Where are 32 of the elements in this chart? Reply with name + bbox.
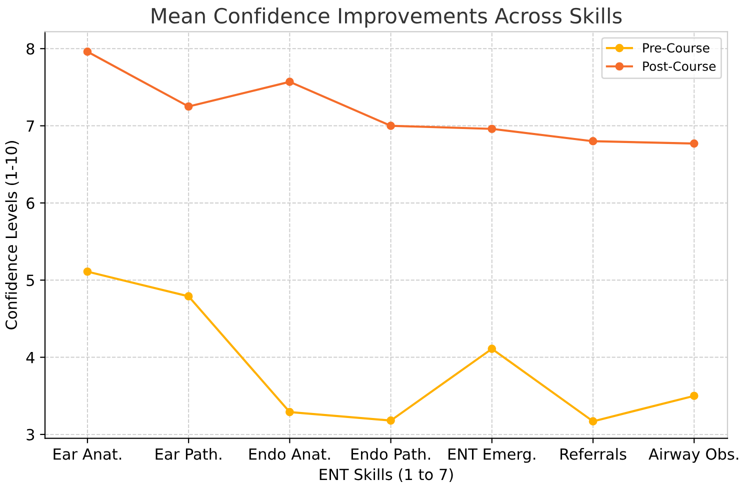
point xyxy=(588,137,598,146)
y-tick-label: 4 xyxy=(26,352,34,364)
point xyxy=(588,417,598,426)
x-tick-label: Ear Anat. xyxy=(54,448,122,460)
x-tick-label: Ear Path. xyxy=(156,448,222,460)
y-axis-title: Confidence Levels (1-10) xyxy=(5,141,19,330)
legend-label: Post-Course xyxy=(643,61,716,71)
x-tick-label: Referrals xyxy=(560,448,626,460)
y-tick-label: 7 xyxy=(26,120,34,132)
point xyxy=(83,48,92,56)
y-tick-label: 5 xyxy=(26,274,34,286)
point xyxy=(184,102,193,111)
chart-title: Mean Confidence Improvements Across Skills xyxy=(152,7,622,28)
point xyxy=(286,408,294,416)
point xyxy=(488,124,496,134)
point xyxy=(83,267,92,276)
y-tick-label: 3 xyxy=(26,428,34,440)
y-tick-label: 6 xyxy=(26,197,34,209)
legend-label: Pre-Course xyxy=(643,43,710,53)
point xyxy=(488,344,496,353)
point xyxy=(690,392,698,400)
point xyxy=(386,122,395,130)
x-axis-title: ENT Skills (1 to 7) xyxy=(320,468,453,482)
point xyxy=(286,78,294,86)
x-tick-label: Endo Anat. xyxy=(249,448,330,460)
point xyxy=(690,139,698,148)
point xyxy=(184,292,193,300)
y-tick-label: 8 xyxy=(26,43,34,55)
x-tick-label: Airway Obs. xyxy=(648,448,738,463)
x-tick-label: Endo Path. xyxy=(351,448,430,460)
x-tick-label: ENT Emerg. xyxy=(448,448,536,463)
point xyxy=(386,416,395,425)
